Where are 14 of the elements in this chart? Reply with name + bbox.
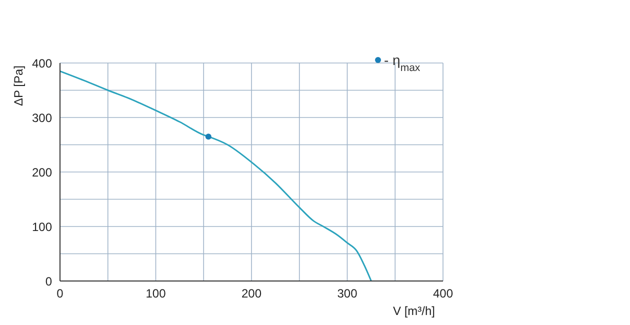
y-tick-label: 100 xyxy=(32,220,52,234)
legend-label: - η$_{max}$ xyxy=(384,52,421,74)
x-tick-label: 200 xyxy=(241,286,262,301)
y-tick-label: 400 xyxy=(32,56,52,70)
x-axis-title: V [m³/h] xyxy=(392,304,435,318)
y-tick-label: 0 xyxy=(45,274,52,288)
x-tick-label: 300 xyxy=(337,286,358,301)
y-axis-title: ΔP [Pa] xyxy=(12,66,26,106)
y-tick-label: 200 xyxy=(32,165,52,180)
y-tick-label: 300 xyxy=(32,110,52,125)
line-series xyxy=(60,70,372,281)
x-tick-label: 400 xyxy=(432,286,454,301)
x-tick-label: 100 xyxy=(146,286,166,301)
x-tick-label: 0 xyxy=(56,286,64,301)
